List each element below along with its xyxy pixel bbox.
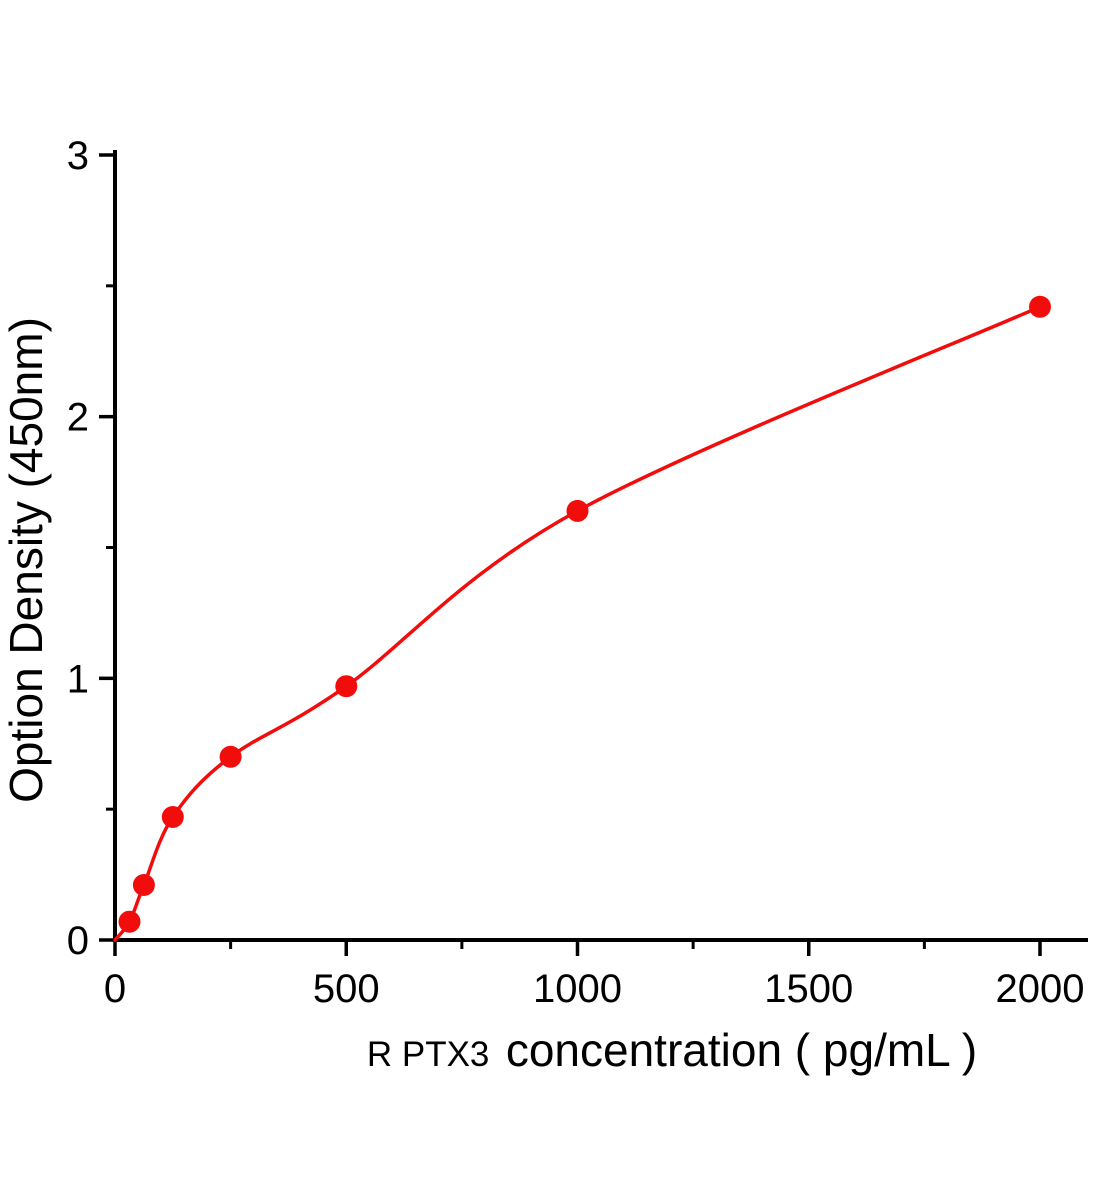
data-point [161, 806, 184, 828]
data-point [219, 745, 242, 768]
y-tick-label: 0 [67, 919, 89, 963]
y-axis-ticks [99, 153, 115, 942]
x-tick-label: 500 [313, 967, 380, 1011]
x-axis-ticks [113, 940, 1042, 956]
x-tick-label: 2000 [996, 967, 1085, 1011]
data-point [335, 675, 358, 698]
fit-curve [113, 305, 1042, 942]
data-point [132, 874, 155, 896]
x-tick-label: 1000 [533, 967, 622, 1011]
y-tick-label: 3 [67, 134, 89, 178]
data-points [118, 295, 1051, 933]
x-axis-tick-labels: 0 500 1000 1500 2000 [104, 967, 1085, 1011]
data-point [118, 910, 141, 933]
y-axis-title: Option Density (450nm) [0, 317, 52, 803]
x-axis-title: R PTX3 concentration ( pg/mL ) [367, 1024, 977, 1076]
y-tick-label: 2 [67, 396, 89, 440]
y-axis-tick-labels: 0 1 2 3 [67, 134, 89, 963]
x-tick-label: 0 [104, 967, 126, 1011]
x-axis-title-main: concentration ( pg/mL ) [506, 1024, 977, 1076]
x-tick-label: 1500 [764, 967, 853, 1011]
y-tick-label: 1 [67, 657, 89, 701]
data-point [1029, 295, 1051, 318]
data-point [566, 499, 589, 522]
x-axis-title-prefix: R PTX3 [367, 1035, 490, 1074]
